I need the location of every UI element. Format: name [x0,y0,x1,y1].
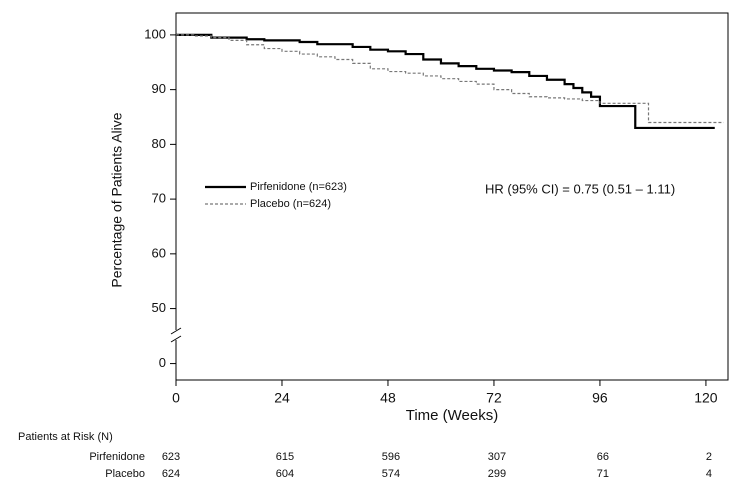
x-tick-label: 120 [694,390,718,406]
y-tick-label: 100 [144,26,166,41]
risk-count: 596 [382,451,400,463]
legend-label: Placebo (n=624) [250,198,331,210]
y-tick-label: 0 [159,355,166,370]
y-tick-label: 90 [152,81,166,96]
risk-count: 4 [706,468,712,480]
x-tick-label: 96 [592,390,608,406]
x-axis-label: Time (Weeks) [406,407,499,424]
x-tick-label: 48 [380,390,396,406]
survival-curve [176,34,724,124]
axis-break-mark [170,327,182,335]
axis-break-gap [170,330,182,340]
y-axis-label: Percentage of Patients Alive [109,112,125,287]
y-tick-label: 80 [152,136,166,151]
legend-label: Pirfenidone (n=623) [250,181,347,193]
risk-count: 66 [597,451,609,463]
x-tick-label: 72 [486,390,502,406]
risk-count: 604 [276,468,294,480]
risk-row-name: Placebo [105,468,145,480]
risk-count: 615 [276,451,294,463]
y-tick-label: 50 [152,300,166,315]
risk-count: 574 [382,468,400,480]
risk-count: 624 [162,468,180,480]
risk-count: 623 [162,451,180,463]
risk-table-title: Patients at Risk (N) [18,431,113,443]
y-tick-label: 70 [152,191,166,206]
plot-frame [175,12,729,381]
axis-break-mark [170,335,182,343]
risk-count: 307 [488,451,506,463]
risk-count: 299 [488,468,506,480]
risk-row-name: Pirfenidone [89,451,145,463]
x-tick-label: 0 [172,390,180,406]
x-tick-label: 24 [274,390,290,406]
y-tick-label: 60 [152,245,166,260]
risk-count: 2 [706,451,712,463]
survival-curve [176,33,715,130]
axis-break [170,327,182,343]
annotation: HR (95% CI) = 0.75 (0.51 – 1.11) [485,181,675,196]
risk-count: 71 [597,468,609,480]
